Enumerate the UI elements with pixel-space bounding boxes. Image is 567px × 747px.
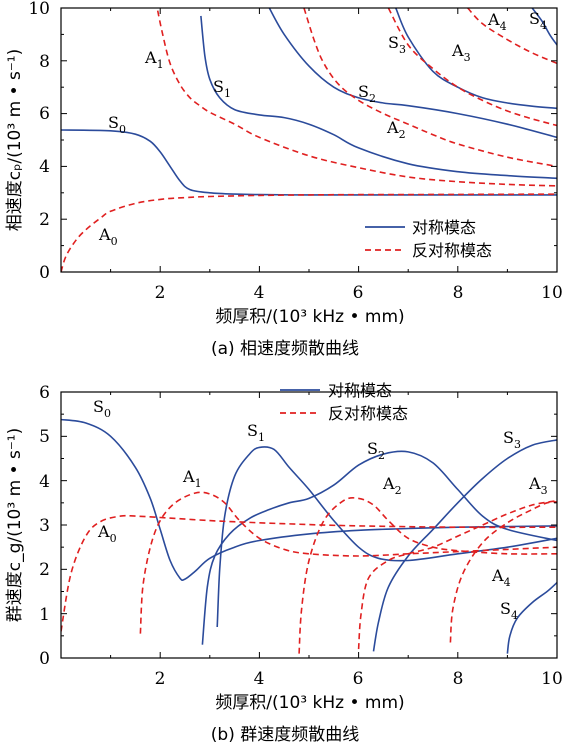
x-tick-label: 4 [254,669,265,689]
phase-velocity-curves [61,8,557,272]
y-tick-label: 1 [39,605,50,625]
x-tick-label: 2 [155,669,166,689]
group-velocity-chart: 0 1 2 3 4 5 6 2 4 6 8 10 频厚积/(10³ kHz • … [5,381,563,745]
curve-a2 [298,497,557,654]
curve-a0 [61,193,557,272]
curve-label-a2: A2 [386,118,406,141]
curve-label-a4: A4 [491,566,511,589]
caption-b: (b) 群速度频散曲线 [211,725,359,745]
group-velocity-curves [61,418,557,654]
legend-label-symmetric: 对称模态 [412,218,476,237]
x-tick-label: 8 [453,669,464,689]
curve-s0 [61,129,557,196]
legend-label-symmetric: 对称模态 [328,381,392,400]
x-tick-label: 2 [155,283,166,303]
curve-s2 [268,8,557,139]
phase-velocity-chart: 0 2 4 6 8 10 2 4 6 8 10 频厚积/(10³ kHz • m… [5,0,563,359]
curve-label-a1: A1 [182,467,202,490]
curve-a1 [156,10,557,187]
y-tick-label: 10 [28,0,50,19]
curve-a0 [61,514,557,632]
curve-a3 [387,8,557,127]
y-tick-label: 2 [39,210,50,230]
curve-a2 [303,8,557,168]
y-axis-title: 群速度c_g/(10³ m • s⁻¹) [5,428,25,623]
y-tick-label: 8 [39,52,50,72]
legend-label-antisymmetric: 反对称模态 [412,241,492,260]
legend-label-antisymmetric: 反对称模态 [328,404,408,423]
plot-frame [60,7,558,273]
y-axis-title: 相速度cₚ/(10³ m • s⁻¹) [5,49,25,232]
y-tick-label: 6 [39,104,50,124]
plot-frame [60,391,558,659]
curve-label-s4: S4 [500,599,518,622]
y-tick-label: 2 [39,560,50,580]
curve-label-a3: A3 [451,41,471,64]
x-tick-label: 6 [353,669,364,689]
curve-label-a1: A1 [144,48,164,71]
curve-label-s0: S0 [108,113,126,136]
curve-s3 [395,8,557,110]
legend: 对称模态 反对称模态 [280,381,408,423]
curve-s1 [216,446,557,628]
curve-label-a2: A2 [382,474,402,497]
x-axis-title: 频厚积/(10³ kHz • mm) [215,693,404,713]
x-tick-label: 4 [254,283,265,303]
curve-label-s3: S3 [503,428,521,451]
curve-a3 [357,499,557,650]
curve-a4 [449,501,557,643]
curve-label-s0: S0 [93,397,111,420]
curve-s4 [531,8,557,46]
curve-s1 [200,15,557,180]
curve-a4 [467,8,557,65]
y-tick-label: 0 [39,649,50,669]
curve-label-a0: A0 [98,225,118,248]
curve-label-a0: A0 [97,522,117,545]
curve-label-a3: A3 [528,474,548,497]
axis-ticks [60,391,558,659]
x-axis-title: 频厚积/(10³ kHz • mm) [215,307,404,327]
x-tick-label: 10 [541,669,563,689]
curve-label-s4: S4 [529,9,547,32]
legend: 对称模态 反对称模态 [365,218,492,260]
x-tick-label: 10 [541,283,563,303]
x-tick-label: 8 [453,283,464,303]
x-tick-label: 6 [353,283,364,303]
curve-label-s1: S1 [213,77,231,100]
y-tick-label: 4 [39,472,50,492]
curve-label-s1: S1 [247,421,265,444]
y-tick-label: 4 [39,157,50,177]
curve-s2 [201,450,557,645]
caption-a: (a) 相速度频散曲线 [211,339,359,359]
curve-s4 [506,582,557,654]
curve-s0 [61,418,557,582]
curve-s3 [372,439,557,652]
y-tick-label: 0 [39,263,50,283]
axis-ticks [60,7,558,273]
y-tick-label: 6 [39,383,50,403]
y-tick-label: 5 [39,427,50,447]
y-tick-label: 3 [39,516,50,536]
